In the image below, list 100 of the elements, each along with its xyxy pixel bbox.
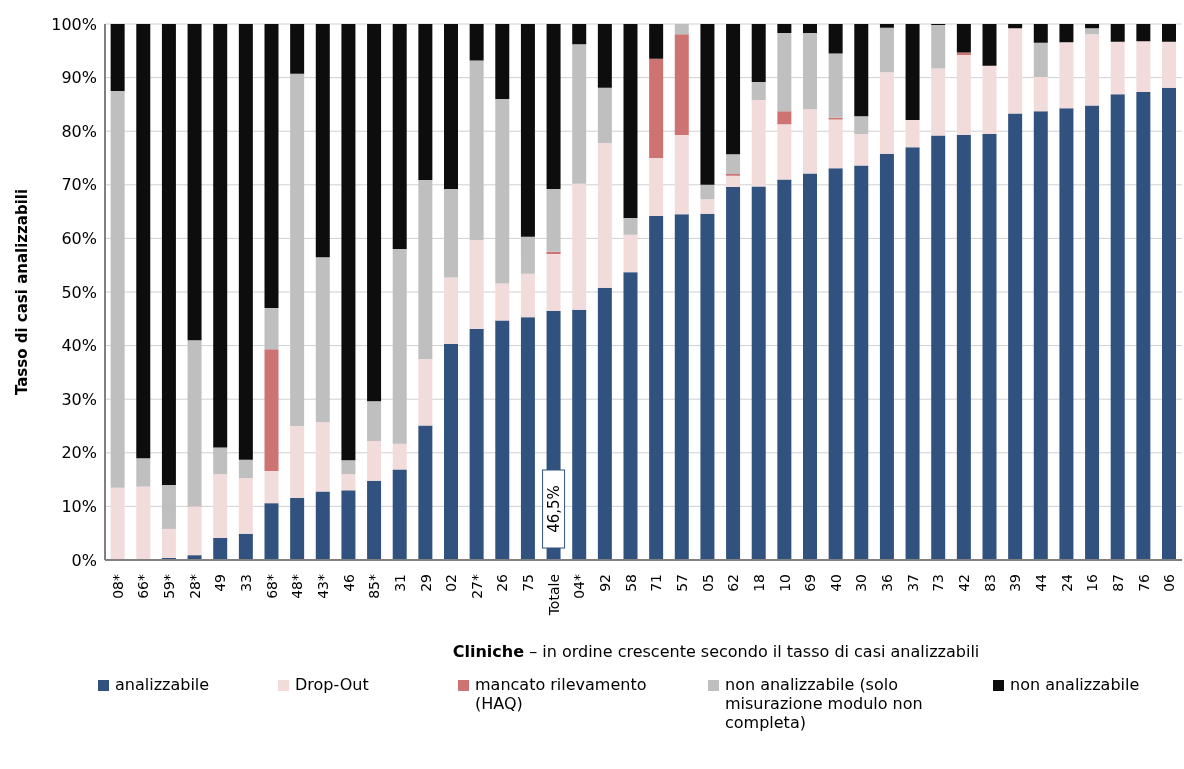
bar xyxy=(777,33,792,112)
x-tick-label: 85* xyxy=(366,574,383,599)
bar xyxy=(136,458,151,487)
x-tick-label: 43* xyxy=(314,574,331,599)
bar xyxy=(854,116,869,134)
x-tick-label: 66* xyxy=(135,574,152,599)
bar xyxy=(905,24,920,120)
x-tick-label: 08* xyxy=(109,574,126,599)
bar xyxy=(854,165,869,560)
bar xyxy=(623,272,638,560)
bar xyxy=(290,24,305,74)
bar xyxy=(1136,24,1151,42)
bar xyxy=(110,24,125,91)
bar xyxy=(341,24,356,461)
x-tick-label: 06 xyxy=(1161,573,1178,592)
x-axis-title: Cliniche – in ordine crescente secondo il tasso di casi analizzabili xyxy=(451,642,981,661)
x-tick-label: 76 xyxy=(1135,573,1152,592)
bar xyxy=(931,135,946,560)
bar xyxy=(1085,34,1100,106)
bar xyxy=(572,183,587,310)
bar xyxy=(264,349,279,472)
x-tick-label: Totale xyxy=(545,574,562,617)
y-axis-title: Tasso di casi analizzabili xyxy=(13,188,32,396)
bar xyxy=(879,153,894,560)
bar xyxy=(1033,24,1048,43)
x-tick-label: 83 xyxy=(981,574,998,592)
bar xyxy=(1059,24,1074,43)
y-tick-label: 90% xyxy=(61,68,97,88)
bar xyxy=(1008,28,1023,114)
bar xyxy=(828,168,843,560)
x-tick-label: 48* xyxy=(289,574,306,599)
bar xyxy=(136,24,151,459)
bar xyxy=(674,134,689,215)
bar xyxy=(264,471,279,504)
bar xyxy=(444,277,458,344)
legend-label: non analizzabile xyxy=(1010,675,1140,694)
bar xyxy=(931,68,946,136)
legend-label: Drop-Out xyxy=(295,675,369,694)
bar xyxy=(418,359,433,426)
bar xyxy=(418,24,433,180)
bar xyxy=(290,73,305,426)
bar xyxy=(879,72,894,154)
bar xyxy=(956,134,971,560)
bar xyxy=(392,249,407,444)
x-tick-label: 24 xyxy=(1058,573,1075,592)
bar xyxy=(649,158,664,216)
bar xyxy=(392,24,407,250)
x-tick-label: 49 xyxy=(212,574,229,592)
bar xyxy=(238,24,253,460)
bar xyxy=(700,213,715,560)
bar xyxy=(520,273,535,318)
bar xyxy=(495,320,510,560)
bar xyxy=(751,186,766,560)
x-tick-label: 28* xyxy=(186,574,203,599)
bar xyxy=(520,24,535,237)
x-tick-label: 42 xyxy=(956,574,973,592)
bar xyxy=(572,24,587,45)
bar xyxy=(905,119,920,148)
bar xyxy=(392,469,407,560)
bar xyxy=(597,142,612,288)
bar xyxy=(520,317,535,560)
bar xyxy=(546,253,561,311)
x-tick-label: 87 xyxy=(1109,574,1126,592)
bar xyxy=(1033,111,1048,560)
bar xyxy=(469,60,484,241)
bar xyxy=(290,426,305,498)
bar xyxy=(1110,24,1125,42)
bar xyxy=(777,124,792,180)
y-tick-label: 60% xyxy=(61,229,97,249)
bar xyxy=(623,234,638,273)
x-tick-label: 58 xyxy=(622,574,639,592)
bar xyxy=(905,147,920,560)
bar xyxy=(238,533,253,560)
bar xyxy=(597,24,612,88)
bar xyxy=(444,343,458,560)
bar xyxy=(1008,113,1023,560)
bar xyxy=(649,215,664,560)
bar xyxy=(803,109,817,174)
bar xyxy=(238,459,253,478)
bar xyxy=(674,34,689,135)
bar xyxy=(264,503,279,560)
bar xyxy=(213,474,228,539)
x-tick-label: 31 xyxy=(391,574,408,592)
x-tick-label: 62 xyxy=(725,574,742,592)
bar xyxy=(367,480,382,560)
bar xyxy=(315,24,330,258)
bar xyxy=(649,58,664,158)
bar xyxy=(649,24,664,59)
bar xyxy=(751,81,766,101)
data-label: 46,5% xyxy=(544,485,563,533)
y-tick-label: 50% xyxy=(61,282,97,302)
x-tick-label: 05 xyxy=(699,574,716,592)
bar xyxy=(315,422,330,492)
bar xyxy=(777,179,792,560)
bar xyxy=(495,24,510,100)
bar xyxy=(444,24,458,190)
x-tick-label: 44 xyxy=(1032,573,1049,592)
bar xyxy=(931,25,946,69)
bar xyxy=(213,538,228,560)
x-tick-label: 04* xyxy=(571,574,588,599)
